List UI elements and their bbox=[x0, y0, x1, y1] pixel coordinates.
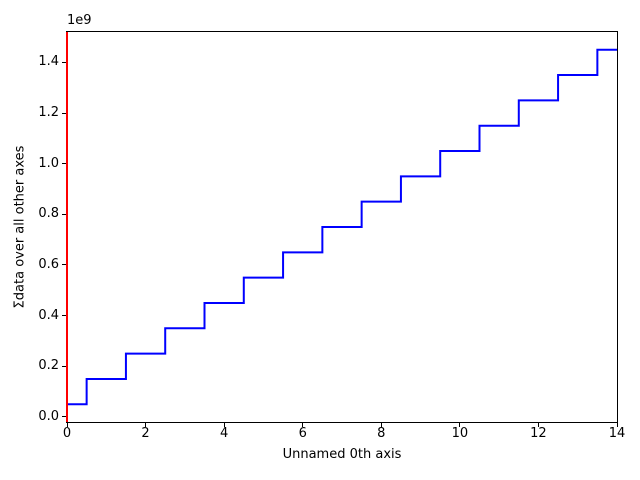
x-tick-label: 4 bbox=[220, 426, 229, 441]
y-tick-mark bbox=[62, 163, 66, 165]
x-tick-mark bbox=[145, 423, 147, 427]
x-tick-mark bbox=[66, 423, 68, 427]
y-tick-label: 0.4 bbox=[38, 307, 59, 323]
vertical-marker-line bbox=[66, 32, 68, 422]
x-tick-mark bbox=[223, 423, 225, 427]
x-tick-label: 14 bbox=[608, 426, 626, 441]
x-axis-label: Unnamed 0th axis bbox=[282, 447, 402, 462]
y-tick-label: 0.2 bbox=[38, 358, 59, 374]
y-tick-mark bbox=[62, 315, 66, 317]
y-tick-label: 1.0 bbox=[38, 155, 59, 171]
plot-area bbox=[66, 31, 618, 423]
x-tick-mark bbox=[302, 423, 304, 427]
x-tick-label: 2 bbox=[141, 426, 150, 441]
x-tick-mark bbox=[616, 423, 618, 427]
x-tick-label: 12 bbox=[530, 426, 547, 441]
y-tick-label: 0.8 bbox=[38, 206, 59, 222]
y-tick-label: 0.0 bbox=[38, 408, 59, 424]
y-axis-offset-text: 1e9 bbox=[67, 13, 92, 28]
y-tick-mark bbox=[62, 112, 66, 114]
y-tick-label: 0.6 bbox=[38, 256, 59, 272]
x-tick-label: 8 bbox=[377, 426, 386, 441]
x-tick-label: 10 bbox=[451, 426, 469, 441]
x-tick-mark bbox=[380, 423, 382, 427]
y-tick-mark bbox=[62, 61, 66, 63]
step-line-series bbox=[67, 48, 617, 406]
plot-canvas bbox=[67, 48, 617, 406]
y-tick-label: 1.2 bbox=[38, 105, 59, 121]
x-tick-mark bbox=[537, 423, 539, 427]
y-tick-label: 1.4 bbox=[38, 54, 59, 70]
x-tick-label: 6 bbox=[298, 426, 307, 441]
y-tick-mark bbox=[62, 416, 66, 418]
y-tick-mark bbox=[62, 264, 66, 266]
x-tick-label: 0 bbox=[62, 426, 72, 441]
y-axis-label: Σdata over all other axes bbox=[12, 145, 28, 309]
x-tick-mark bbox=[459, 423, 461, 427]
y-tick-mark bbox=[62, 365, 66, 367]
y-tick-mark bbox=[62, 213, 66, 215]
